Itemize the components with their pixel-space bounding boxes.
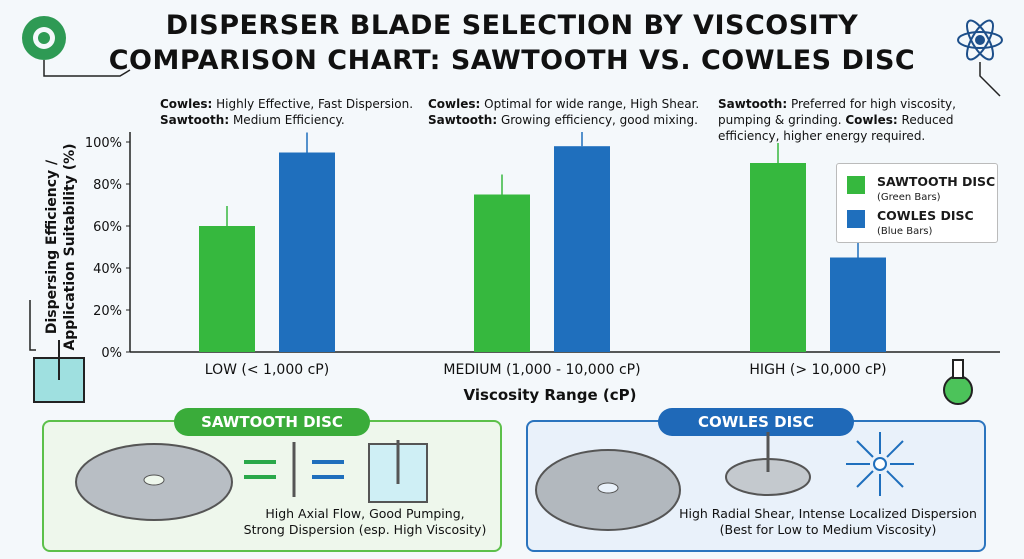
legend-label-sawtooth: SAWTOOTH DISC: [877, 174, 996, 189]
x-tick-label: MEDIUM (1,000 - 10,000 cP): [443, 362, 640, 378]
chart-title-line2: COMPARISON CHART: SAWTOOTH VS. COWLES DI…: [108, 45, 916, 76]
y-axis-label-line1: Dispersing Efficiency /: [44, 159, 60, 334]
radial-shear-icon: [846, 432, 914, 496]
bar-sawtooth: [474, 194, 530, 352]
atom-icon: [957, 19, 1003, 61]
sawtooth-caption: High Axial Flow, Good Pumping, Strong Di…: [243, 506, 487, 537]
cowles-caption: High Radial Shear, Intense Localized Dis…: [679, 506, 977, 537]
chart-title-line1: DISPERSER BLADE SELECTION BY VISCOSITY: [165, 10, 859, 41]
annotation-high: Sawtooth: Preferred for high viscosity, …: [718, 97, 956, 143]
y-tick-label: 40%: [93, 262, 122, 277]
x-tick-label: HIGH (> 10,000 cP): [749, 362, 886, 378]
axial-flow-arrows-icon: [244, 442, 344, 497]
annotation-medium: Cowles: Optimal for wide range, High She…: [428, 97, 700, 127]
bar-cowles: [830, 257, 886, 352]
legend-swatch-sawtooth: [847, 176, 865, 194]
annotation-low: Cowles: Highly Effective, Fast Dispersio…: [160, 97, 414, 127]
mixing-tank-icon: [33, 340, 85, 403]
bar-sawtooth: [750, 163, 806, 352]
impeller-icon: [725, 432, 811, 496]
bar-cowles: [279, 152, 335, 352]
sawtooth-panel: SAWTOOTH DISC High Axial Flow, Good Pump…: [42, 408, 502, 552]
flask-icon: [943, 359, 973, 405]
legend-swatch-cowles: [847, 210, 865, 228]
legend: SAWTOOTH DISC (Green Bars) COWLES DISC (…: [836, 163, 998, 243]
pumping-tank-icon: [368, 440, 428, 503]
sawtooth-illustration: [75, 440, 428, 521]
y-axis-label-line2: Application Suitability (%): [62, 143, 78, 350]
sawtooth-panel-tab: SAWTOOTH DISC: [174, 408, 370, 436]
bar-sawtooth: [199, 226, 255, 352]
y-tick-label: 80%: [93, 178, 122, 193]
legend-label-cowles: COWLES DISC: [877, 208, 974, 223]
cowles-panel: COWLES DISC High Radial Shear, Intense L…: [526, 408, 986, 552]
y-tick-label: 60%: [93, 220, 122, 235]
cowles-illustration: [535, 432, 914, 531]
sawtooth-disc-icon: [75, 443, 233, 521]
legend-sub-cowles: (Blue Bars): [877, 226, 933, 237]
legend-sub-sawtooth: (Green Bars): [877, 192, 941, 203]
x-axis-label: Viscosity Range (cP): [464, 386, 637, 404]
y-tick-label: 20%: [93, 304, 122, 319]
y-tick-label: 100%: [85, 136, 122, 151]
y-tick-label: 0%: [101, 346, 122, 361]
cowles-disc-icon: [535, 449, 681, 531]
gear-icon: [22, 16, 66, 60]
cowles-panel-tab: COWLES DISC: [658, 408, 854, 436]
bar-cowles: [554, 146, 610, 352]
x-tick-label: LOW (< 1,000 cP): [205, 362, 329, 378]
